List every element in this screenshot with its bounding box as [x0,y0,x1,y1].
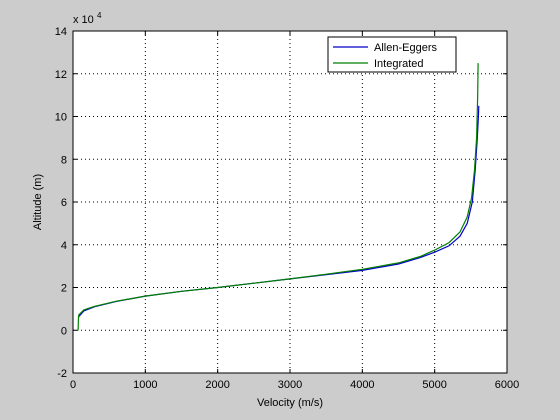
y-tick-label: 10 [55,112,67,124]
y-tick-label: 14 [55,26,67,38]
x-tick-label: 3000 [278,379,302,391]
legend: Allen-Eggers Integrated [327,36,457,73]
series-line-integrated [77,63,479,331]
x-tick-label: 2000 [205,379,229,391]
y-tick-label: 4 [61,240,67,252]
x-tick-label: 5000 [422,379,446,391]
x-tick-label: 4000 [350,379,374,391]
x-axis-label: Velocity (m/s) [257,397,323,409]
y-tick-label: 8 [61,154,67,166]
y-tick-label: 12 [55,69,67,81]
grid-lines [73,31,507,373]
x-tick-label: 6000 [495,379,519,391]
legend-label-allen-eggers: Allen-Eggers [374,42,437,54]
legend-label-integrated: Integrated [374,58,424,70]
legend-box [327,36,457,73]
y-tick-label: 6 [61,197,67,209]
series-layer [77,63,480,331]
y-axis-label: Altitude (m) [32,174,44,230]
y-multiplier-exponent: 4 [97,11,102,20]
y-multiplier-label: x 10 [73,14,94,26]
y-tick-label: 0 [61,325,67,337]
x-tick-label: 0 [70,379,76,391]
y-tick-label: 2 [61,283,67,295]
y-tick-label: -2 [57,368,67,380]
x-tick-label: 1000 [133,379,157,391]
